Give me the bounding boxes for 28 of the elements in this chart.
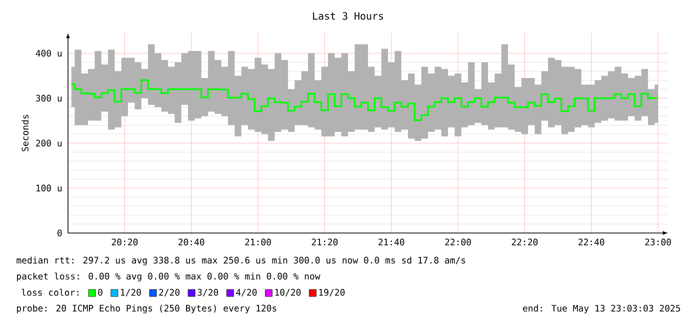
y-tick-label: 200 u xyxy=(36,140,62,146)
legend-label: 1/20 xyxy=(120,288,141,296)
x-tick-label: 20:40 xyxy=(178,238,204,246)
x-tick-label: 22:20 xyxy=(512,238,538,246)
legend-label: 10/20 xyxy=(275,288,301,296)
x-tick-label: 22:40 xyxy=(578,238,604,246)
x-tick-label: 20:20 xyxy=(112,238,138,246)
text: end: Tue May 13 23:03:03 2025 xyxy=(522,304,680,314)
y-axis-title: Seconds xyxy=(22,114,29,152)
legend-label: 19/20 xyxy=(319,288,345,296)
y-tick-label: 100 u xyxy=(36,184,62,192)
x-tick-label: 21:40 xyxy=(378,238,404,246)
x-tick-label: 21:20 xyxy=(312,238,338,246)
legend-label: 3/20 xyxy=(198,288,218,296)
x-tick-label: 21:00 xyxy=(245,238,271,246)
legend-title: loss color: xyxy=(22,288,78,296)
y-tick-label: 0 xyxy=(58,230,62,236)
x-tick-label: 22:00 xyxy=(445,238,471,246)
y-tick-label: 400 u xyxy=(36,50,62,57)
legend-label: 0 xyxy=(98,288,102,296)
text: packet loss: 0.00 % avg 0.00 % max 0.00 % min 0.00 % now xyxy=(17,272,320,282)
text: median rtt: 297.2 us avg 338.8 us max 250.6 us min 300.0 us now 0.0 ms sd 17.8 am/s xyxy=(16,256,466,266)
chart-title: Last 3 Hours xyxy=(313,12,384,20)
legend-label: 2/20 xyxy=(159,288,180,296)
x-tick-label: 23:00 xyxy=(645,238,671,246)
text: probe: 20 ICMP Echo Pings (250 Bytes) every 120s xyxy=(17,304,276,314)
y-tick-label: 300 u xyxy=(36,94,62,102)
legend-label: 4/20 xyxy=(236,288,257,296)
